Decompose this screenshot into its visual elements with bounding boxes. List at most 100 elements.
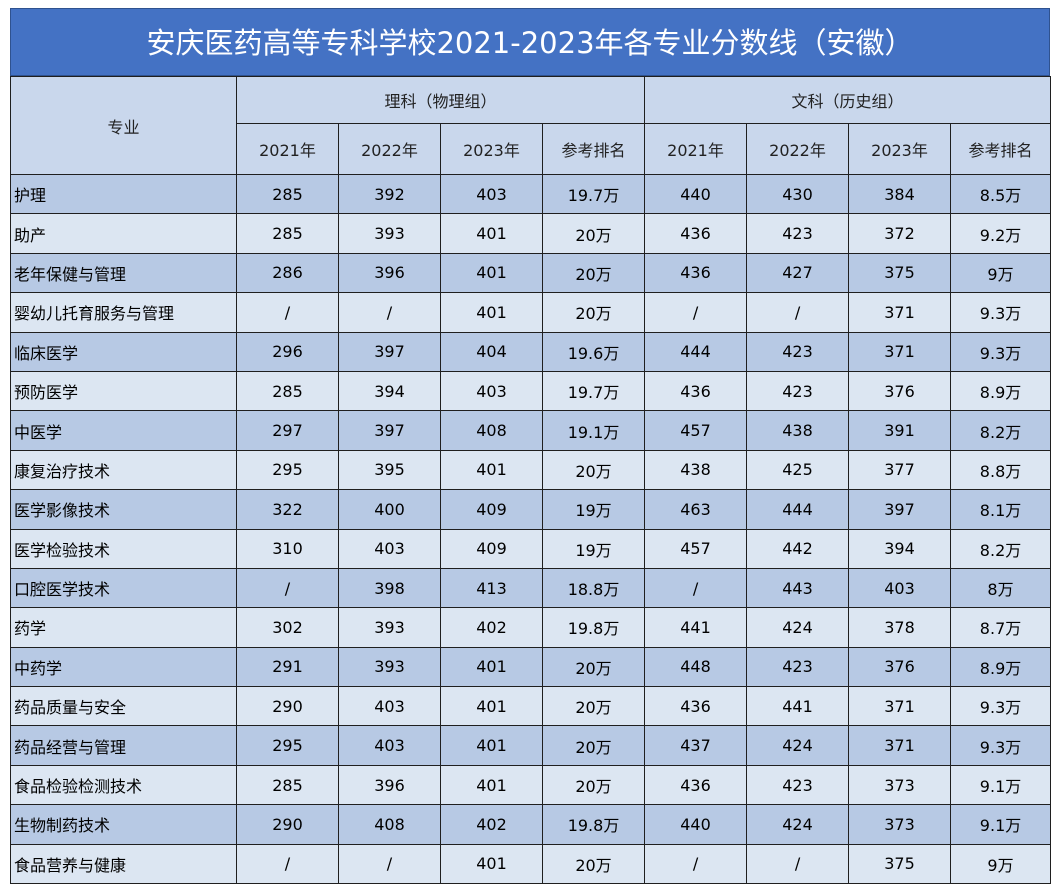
table-row: 康复治疗技术 295 395 401 20万 438 425 377 8.8万 (10, 449, 1052, 491)
major-name-cell: 医学检验技术 (10, 528, 237, 569)
score-cell: 9.2万 (950, 213, 1052, 254)
table-row: 护理 285 392 403 19.7万 440 430 384 8.5万 (10, 173, 1052, 215)
table-row: 预防医学 285 394 403 19.7万 436 423 376 8.9万 (10, 370, 1052, 412)
score-cell: 393 (338, 607, 441, 648)
score-cell: 20万 (541, 764, 646, 806)
score-cell: 8.2万 (950, 410, 1052, 451)
major-name-cell: 药品经营与管理 (10, 725, 237, 766)
score-cell: 20万 (541, 646, 646, 688)
score-cell: 20万 (541, 843, 646, 884)
score-cell: 397 (848, 489, 952, 530)
score-cell: 310 (236, 528, 339, 569)
score-cell: 448 (644, 646, 748, 688)
score-cell: 443 (746, 567, 850, 609)
table-row: 医学检验技术 310 403 409 19万 457 442 394 8.2万 (10, 528, 1052, 569)
score-cell: 427 (746, 252, 850, 294)
table-row: 药品质量与安全 290 403 401 20万 436 441 371 9.3万 (10, 686, 1052, 727)
score-cell: / (338, 843, 441, 884)
score-cell: 401 (440, 646, 543, 688)
score-cell: 403 (440, 173, 543, 215)
score-cell: 8.9万 (950, 646, 1052, 688)
score-cell: 436 (644, 764, 748, 806)
score-cell: 444 (746, 489, 850, 530)
score-cell: 424 (746, 804, 850, 845)
score-cell: 394 (338, 370, 441, 412)
score-cell: 18.8万 (541, 567, 646, 609)
column-header: 2021年 (644, 123, 748, 175)
score-cell: 401 (440, 252, 543, 294)
score-cell: 423 (746, 213, 850, 254)
score-cell: 396 (338, 764, 441, 806)
arts-group-header: 文科（历史组） (644, 76, 1052, 124)
score-cell: 440 (644, 804, 748, 845)
score-cell: 19.7万 (541, 173, 646, 215)
score-cell: 408 (338, 804, 441, 845)
score-cell: 457 (644, 410, 748, 451)
page-title: 安庆医药高等专科学校2021-2023年各专业分数线（安徽） (10, 8, 1050, 76)
table-row: 生物制药技术 290 408 402 19.8万 440 424 373 9.1万 (10, 804, 1052, 845)
column-header: 2022年 (338, 123, 441, 175)
score-cell: 371 (848, 686, 952, 727)
score-cell: 20万 (541, 292, 646, 333)
score-cell: 8.1万 (950, 489, 1052, 530)
score-cell: 9万 (950, 843, 1052, 884)
major-name-cell: 药品质量与安全 (10, 686, 237, 727)
table-row: 口腔医学技术/398 413 18.8万/443 403 8万 (10, 567, 1052, 609)
major-name-cell: 医学影像技术 (10, 489, 237, 530)
major-name-cell: 婴幼儿托育服务与管理 (10, 292, 237, 333)
score-cell: 285 (236, 764, 339, 806)
table-header: 专业 理科（物理组） 文科（历史组） 2021年 2022年 2023年 参考排… (10, 76, 1052, 175)
score-cell: 290 (236, 804, 339, 845)
table-row: 婴幼儿托育服务与管理 //401 20万 //371 9.3万 (10, 292, 1052, 333)
score-cell: 286 (236, 252, 339, 294)
score-cell: 371 (848, 331, 952, 372)
major-name-cell: 康复治疗技术 (10, 449, 237, 491)
score-cell: 396 (338, 252, 441, 294)
score-cell: 397 (338, 410, 441, 451)
score-cell: 423 (746, 370, 850, 412)
score-cell: 395 (338, 449, 441, 491)
score-cell: 437 (644, 725, 748, 766)
score-cell: 424 (746, 607, 850, 648)
score-cell: 285 (236, 213, 339, 254)
score-cell: 295 (236, 449, 339, 491)
score-cell: 401 (440, 292, 543, 333)
major-name-cell: 口腔医学技术 (10, 567, 237, 609)
score-cell: 403 (338, 725, 441, 766)
score-cell: 430 (746, 173, 850, 215)
score-cell: 8.9万 (950, 370, 1052, 412)
score-cell: 372 (848, 213, 952, 254)
score-cell: 19.6万 (541, 331, 646, 372)
score-cell: 403 (440, 370, 543, 412)
score-cell: 290 (236, 686, 339, 727)
score-cell: 438 (746, 410, 850, 451)
score-cell: / (236, 292, 339, 333)
score-cell: 8.7万 (950, 607, 1052, 648)
score-cell: 322 (236, 489, 339, 530)
score-cell: 441 (746, 686, 850, 727)
table-row: 食品检验检测技术 285 396 401 20万 436 423 373 9.1万 (10, 764, 1052, 806)
score-cell: 376 (848, 646, 952, 688)
score-cell: 393 (338, 213, 441, 254)
score-cell: 403 (848, 567, 952, 609)
score-cell: / (644, 567, 748, 609)
score-cell: 371 (848, 725, 952, 766)
score-cell: 20万 (541, 686, 646, 727)
score-cell: 296 (236, 331, 339, 372)
score-cell: 402 (440, 607, 543, 648)
column-header: 参考排名 (950, 123, 1052, 175)
score-cell: 408 (440, 410, 543, 451)
score-cell: 457 (644, 528, 748, 569)
score-cell: 397 (338, 331, 441, 372)
score-cell: 403 (338, 528, 441, 569)
score-cell: / (236, 567, 339, 609)
score-cell: 398 (338, 567, 441, 609)
score-cell: 436 (644, 370, 748, 412)
table-row: 老年保健与管理 286 396 401 20万 436 427 375 9万 (10, 252, 1052, 294)
score-cell: 297 (236, 410, 339, 451)
score-cell: 391 (848, 410, 952, 451)
score-cell: 291 (236, 646, 339, 688)
score-cell: 436 (644, 686, 748, 727)
table-row: 食品营养与健康 //401 20万 //375 9万 (10, 843, 1052, 884)
score-cell: 375 (848, 843, 952, 884)
